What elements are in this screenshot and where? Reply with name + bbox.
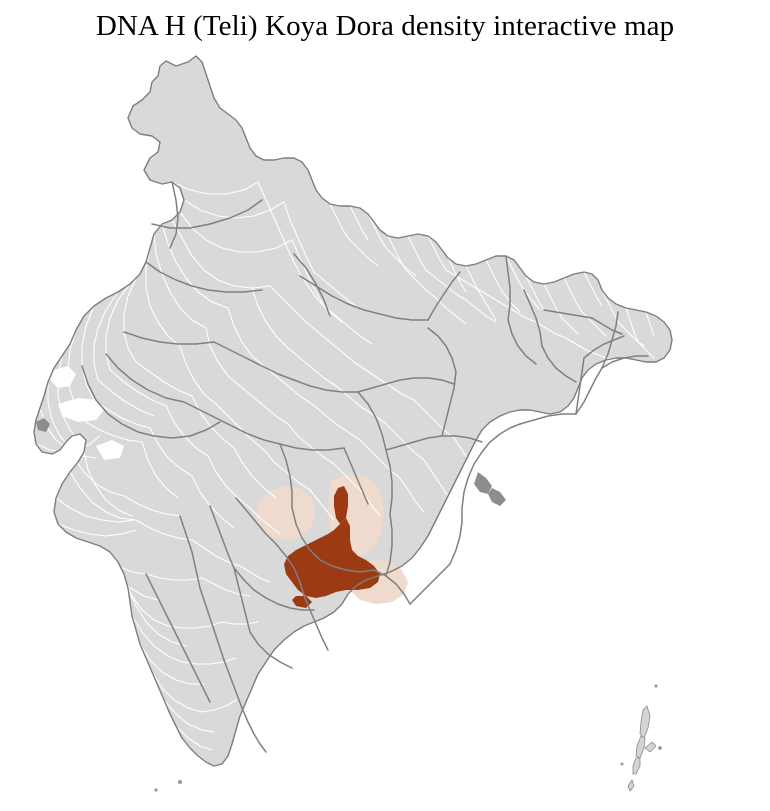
india-map-svg[interactable] <box>0 48 770 811</box>
state-boundaries <box>81 181 649 753</box>
region-khammam-spur[interactable] <box>334 486 348 524</box>
sundarbans-coast <box>474 472 506 506</box>
andaman-nicobar-islands <box>620 684 662 792</box>
page-title: DNA H (Teli) Koya Dora density interacti… <box>95 10 675 42</box>
kutch-coast <box>36 418 50 432</box>
national-boundary <box>33 55 673 767</box>
region-khammam[interactable] <box>284 518 380 598</box>
lakshadweep-islands <box>154 780 182 792</box>
india-landmass <box>34 56 672 766</box>
high-density-regions[interactable] <box>284 486 380 608</box>
india-density-map[interactable] <box>0 48 770 811</box>
region-khammam-tail[interactable] <box>292 596 312 608</box>
